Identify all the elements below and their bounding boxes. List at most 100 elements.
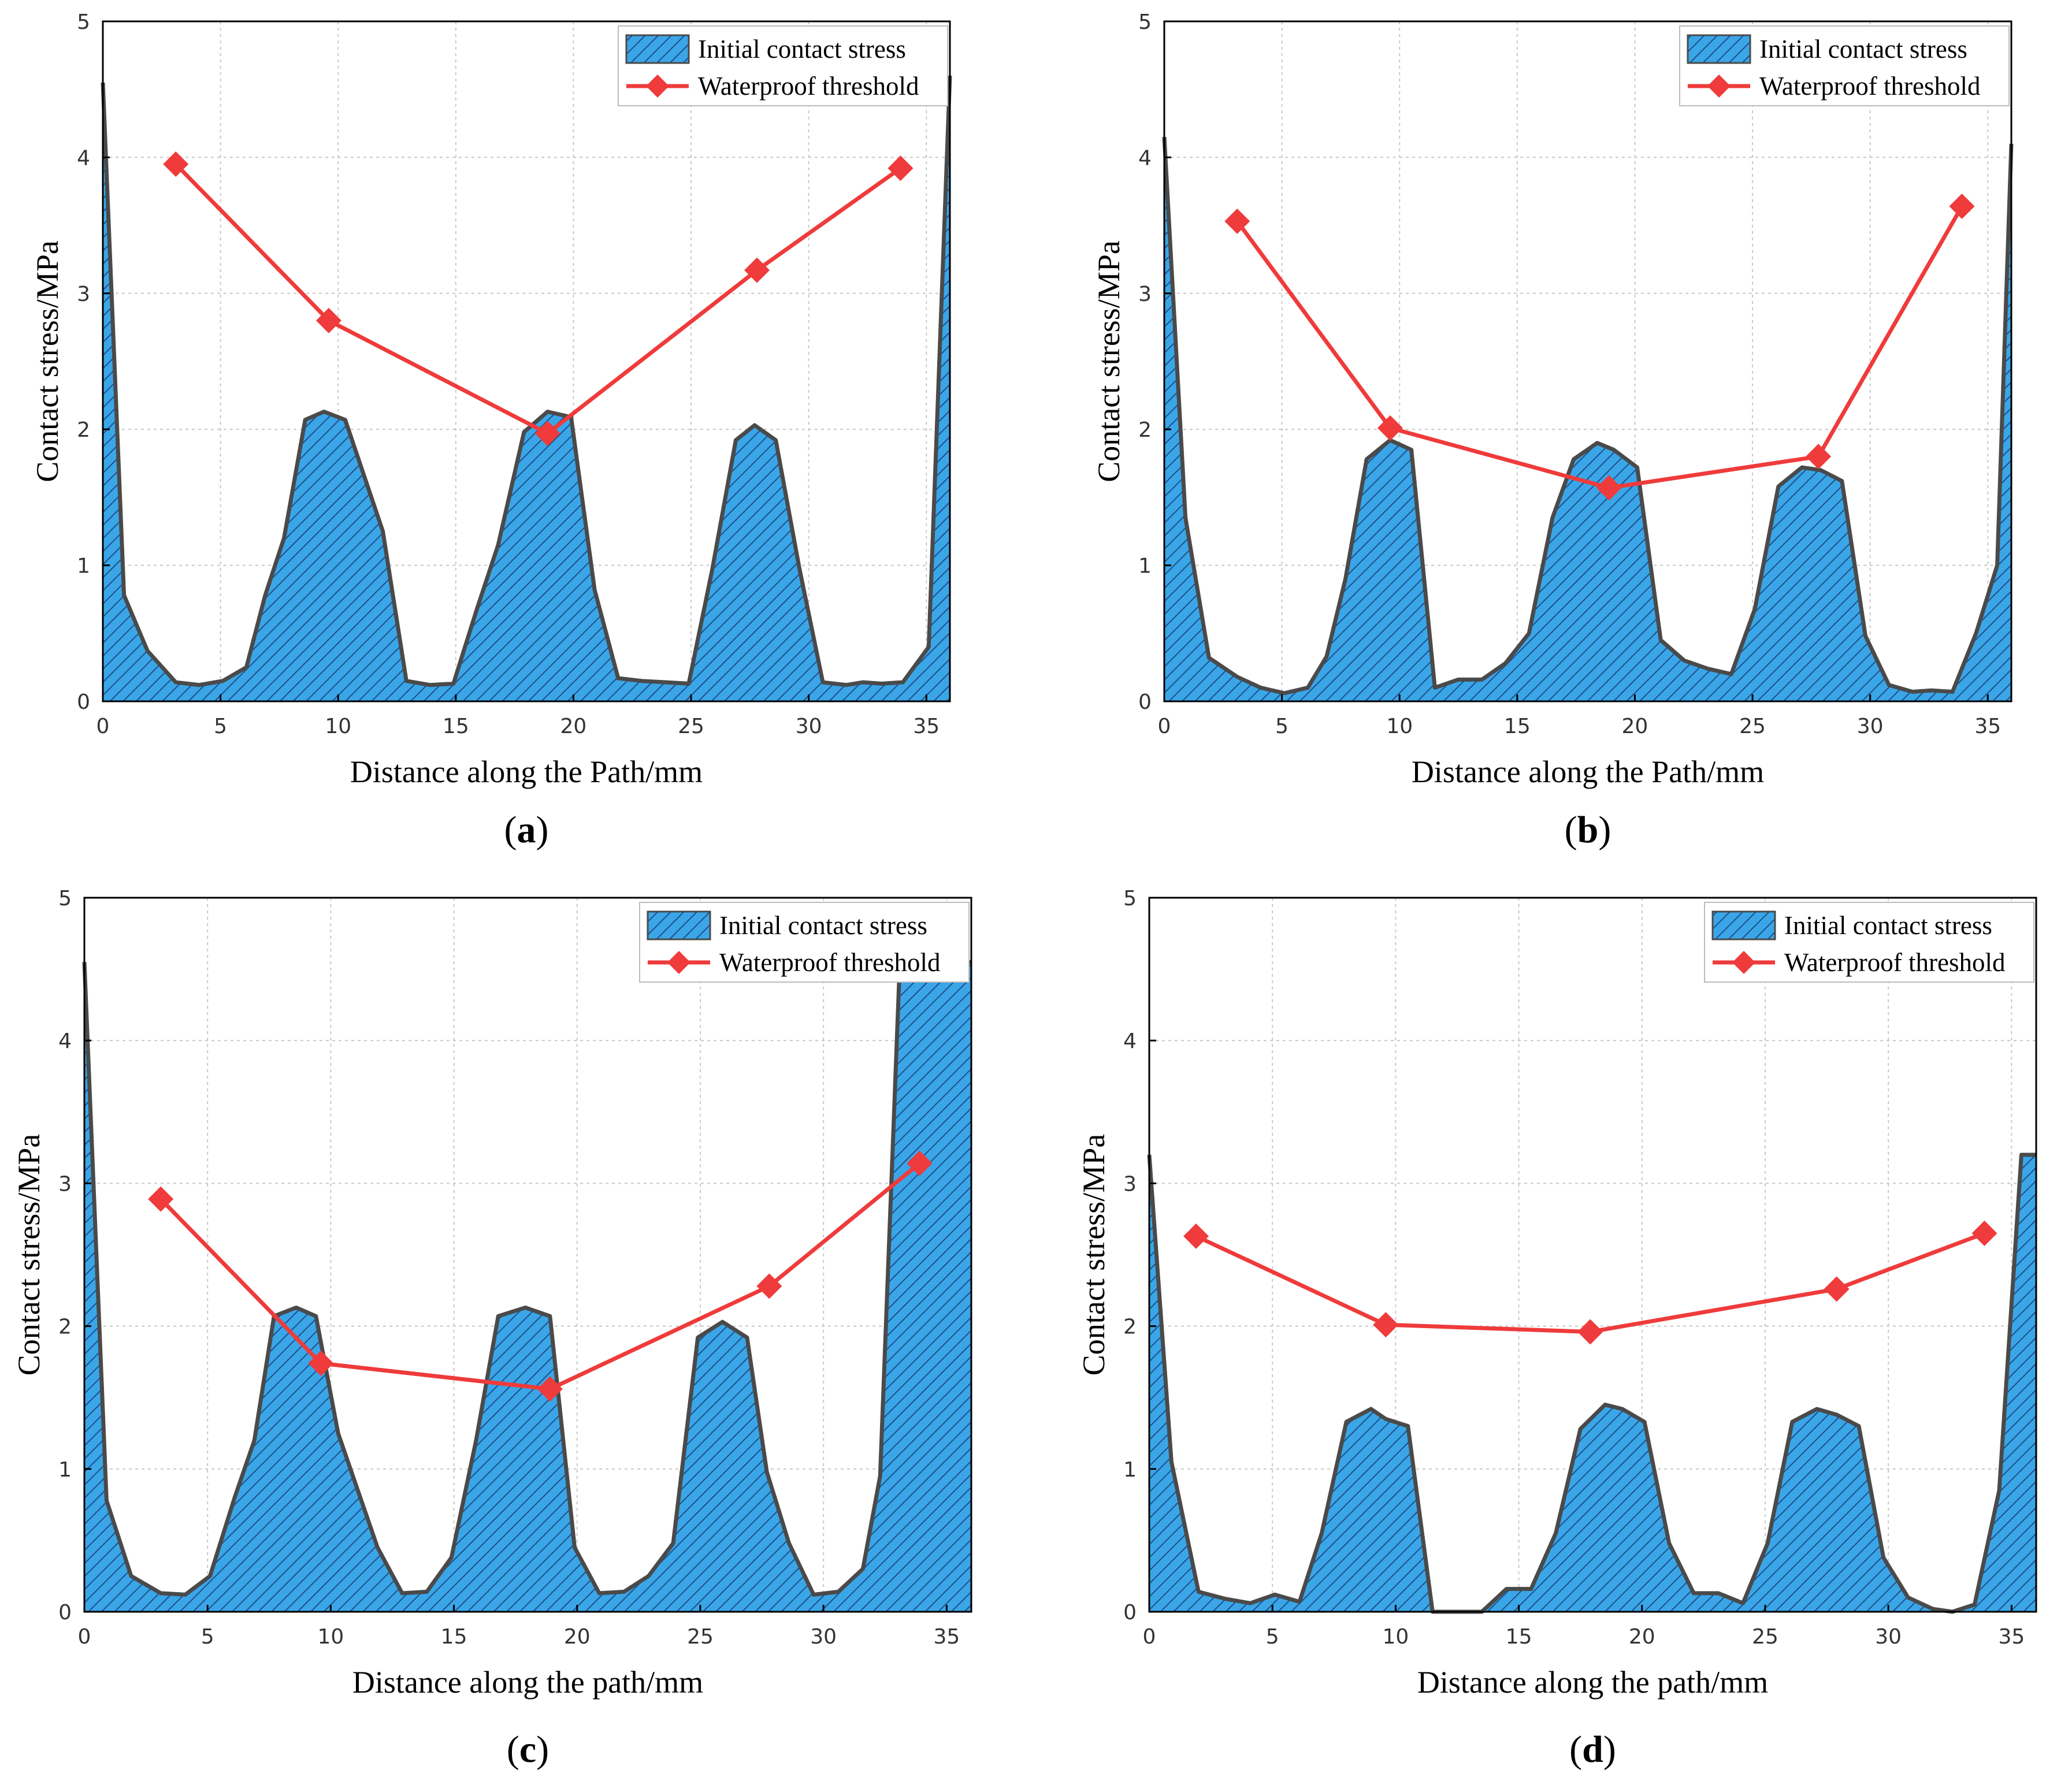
panel-b-threshold-point-3 xyxy=(1806,444,1832,470)
panel-a-legend-label-threshold: Waterproof threshold xyxy=(698,72,919,101)
panel-d-area-initial-contact-stress xyxy=(1149,1154,2036,1612)
panel-b-legend-label-initial: Initial contact stress xyxy=(1759,35,1967,64)
panel-d-threshold-point-4 xyxy=(1971,1220,1997,1246)
panel-b-legend-swatch-area xyxy=(1687,34,1751,64)
panel-b-x-tick-label: 10 xyxy=(1386,715,1413,738)
panel-b-x-tick-label: 5 xyxy=(1275,715,1289,738)
panel-d-y-axis-title: Contact stress/MPa xyxy=(1076,1134,1111,1376)
panel-b-y-tick-label: 4 xyxy=(1138,146,1152,170)
panel-a-threshold-point-1 xyxy=(315,307,341,333)
panel-c-area-edge xyxy=(82,960,971,1597)
panel-b-label: (b) xyxy=(1565,809,1611,851)
panel-c-y-tick-label: 2 xyxy=(58,1315,72,1339)
panel-c-x-tick-label: 10 xyxy=(317,1625,344,1649)
panel-a-x-tick-label: 25 xyxy=(678,715,704,738)
panel-c-y-axis-title: Contact stress/MPa xyxy=(12,1134,46,1376)
panel-b-threshold-point-2 xyxy=(1596,475,1622,501)
panel-b-area-initial-contact-stress xyxy=(1164,137,2011,702)
panel-c-area-initial-contact-stress xyxy=(84,962,971,1612)
panel-d-x-tick-label: 25 xyxy=(1752,1625,1778,1649)
panel-a-threshold-point-0 xyxy=(163,151,189,177)
panel-a-y-axis-title: Contact stress/MPa xyxy=(30,240,65,482)
panel-a: 0 5 10 15 20 25 30 35 0 1 2 3 4 5 Distance along the P… xyxy=(30,10,952,851)
panel-b-x-tick-label: 25 xyxy=(1739,715,1766,738)
panel-b-y-tick-label: 2 xyxy=(1138,418,1152,442)
panel-c-plot-frame xyxy=(83,897,972,1613)
panel-a-y-tick-label: 2 xyxy=(77,418,90,442)
panel-c-x-tick-label: 35 xyxy=(933,1625,960,1649)
panel-c-threshold-point-0 xyxy=(148,1186,174,1212)
panel-a-y-tick-label: 0 xyxy=(77,690,90,714)
panel-c-y-tick-label: 0 xyxy=(58,1601,72,1624)
panel-b-x-tick-label: 0 xyxy=(1158,715,1171,738)
panel-a-legend: Initial contact stress Waterproof thresho… xyxy=(618,25,948,106)
panel-d-legend-label-initial: Initial contact stress xyxy=(1784,911,1992,940)
panel-a-y-tick-label: 4 xyxy=(77,146,90,170)
panel-d-threshold-point-3 xyxy=(1824,1276,1850,1302)
panel-d-y-tick-label: 4 xyxy=(1123,1029,1137,1053)
panel-d-x-tick-label: 20 xyxy=(1629,1625,1655,1649)
panel-c-legend-label-initial: Initial contact stress xyxy=(719,911,927,940)
panel-a-label: (a) xyxy=(504,809,549,851)
panel-b-x-tick-label: 35 xyxy=(1974,715,2001,738)
panel-d-legend-label-threshold: Waterproof threshold xyxy=(1784,948,2006,977)
panel-a-area-initial-contact-stress xyxy=(103,76,950,701)
panel-b-threshold-point-4 xyxy=(1949,194,1975,220)
panel-d-plot-frame xyxy=(1148,897,2037,1613)
panel-b-y-axis-title: Contact stress/MPa xyxy=(1091,240,1126,482)
panel-a-y-tick-label: 1 xyxy=(77,555,90,578)
panel-d-y-tick-label: 3 xyxy=(1123,1172,1137,1196)
panel-b-y-tick-label: 0 xyxy=(1138,690,1152,714)
panel-d-x-tick-label: 5 xyxy=(1266,1625,1279,1649)
panel-d-area-edge xyxy=(1147,1152,2036,1614)
panel-b-plot-frame xyxy=(1163,20,2012,702)
panel-a-x-tick-label: 0 xyxy=(96,715,110,738)
panel-a-threshold-point-2 xyxy=(534,421,560,447)
panel-a-x-tick-label: 20 xyxy=(560,715,587,738)
panel-b-y-tick-label: 1 xyxy=(1138,555,1152,578)
panel-c-y-tick-label: 3 xyxy=(58,1172,72,1196)
panel-a-threshold-point-3 xyxy=(744,257,770,283)
panel-a-threshold-line xyxy=(174,162,902,436)
panel-b-area-edge xyxy=(1162,136,2014,696)
panel-a-threshold-point-4 xyxy=(888,155,914,181)
panel-c-legend-swatch-diamond xyxy=(667,951,690,974)
panel-b-legend-swatch-diamond xyxy=(1707,75,1731,98)
panel-d-y-tick-label: 5 xyxy=(1123,887,1137,910)
panel-b-x-tick-label: 20 xyxy=(1622,715,1648,738)
panel-d-legend-swatch-diamond xyxy=(1732,951,1755,974)
panel-b-legend: Initial contact stress Waterproof thresho… xyxy=(1679,25,2010,106)
panel-c-y-tick-label: 5 xyxy=(58,887,72,910)
panel-b-threshold-point-0 xyxy=(1224,209,1250,235)
panel-d-x-tick-label: 30 xyxy=(1875,1625,1902,1649)
panel-d-x-tick-label: 15 xyxy=(1506,1625,1532,1649)
panel-a-plot-frame xyxy=(102,20,951,702)
panel-b-y-tick-label: 3 xyxy=(1138,282,1152,306)
panel-a-x-tick-label: 35 xyxy=(913,715,940,738)
panel-c-x-tick-label: 0 xyxy=(78,1625,91,1649)
panel-c-threshold-point-4 xyxy=(907,1150,933,1176)
panel-b-x-tick-label: 15 xyxy=(1504,715,1531,738)
panel-d-threshold-point-2 xyxy=(1577,1319,1603,1345)
panel-a-y-tick-label: 5 xyxy=(77,10,90,34)
panel-b: 0 5 10 15 20 25 30 35 0 1 2 3 4 5 Distance along the P… xyxy=(1091,10,2014,851)
panel-a-x-tick-label: 10 xyxy=(325,715,351,738)
panel-a-y-tick-label: 3 xyxy=(77,282,90,306)
panel-d-y-tick-label: 2 xyxy=(1123,1315,1137,1339)
panel-d-y-tick-label: 0 xyxy=(1123,1601,1137,1624)
panel-a-x-tick-label: 15 xyxy=(443,715,469,738)
panel-c-legend-swatch-area xyxy=(647,910,711,940)
panel-c-x-tick-label: 30 xyxy=(810,1625,837,1649)
panel-a-legend-swatch-diamond xyxy=(646,75,669,98)
panel-c-x-tick-label: 20 xyxy=(564,1625,591,1649)
panel-c-x-tick-label: 25 xyxy=(687,1625,714,1649)
panel-a-x-tick-label: 30 xyxy=(796,715,822,738)
panel-c-y-tick-label: 1 xyxy=(58,1458,72,1482)
panel-c-threshold-point-2 xyxy=(537,1376,563,1402)
panel-c-x-tick-label: 15 xyxy=(441,1625,467,1649)
panel-a-legend-swatch-area xyxy=(625,34,690,64)
panel-c-legend: Initial contact stress Waterproof thresho… xyxy=(639,902,970,983)
panel-a-legend-label-initial: Initial contact stress xyxy=(698,35,906,64)
panel-a-x-tick-label: 5 xyxy=(214,715,227,738)
